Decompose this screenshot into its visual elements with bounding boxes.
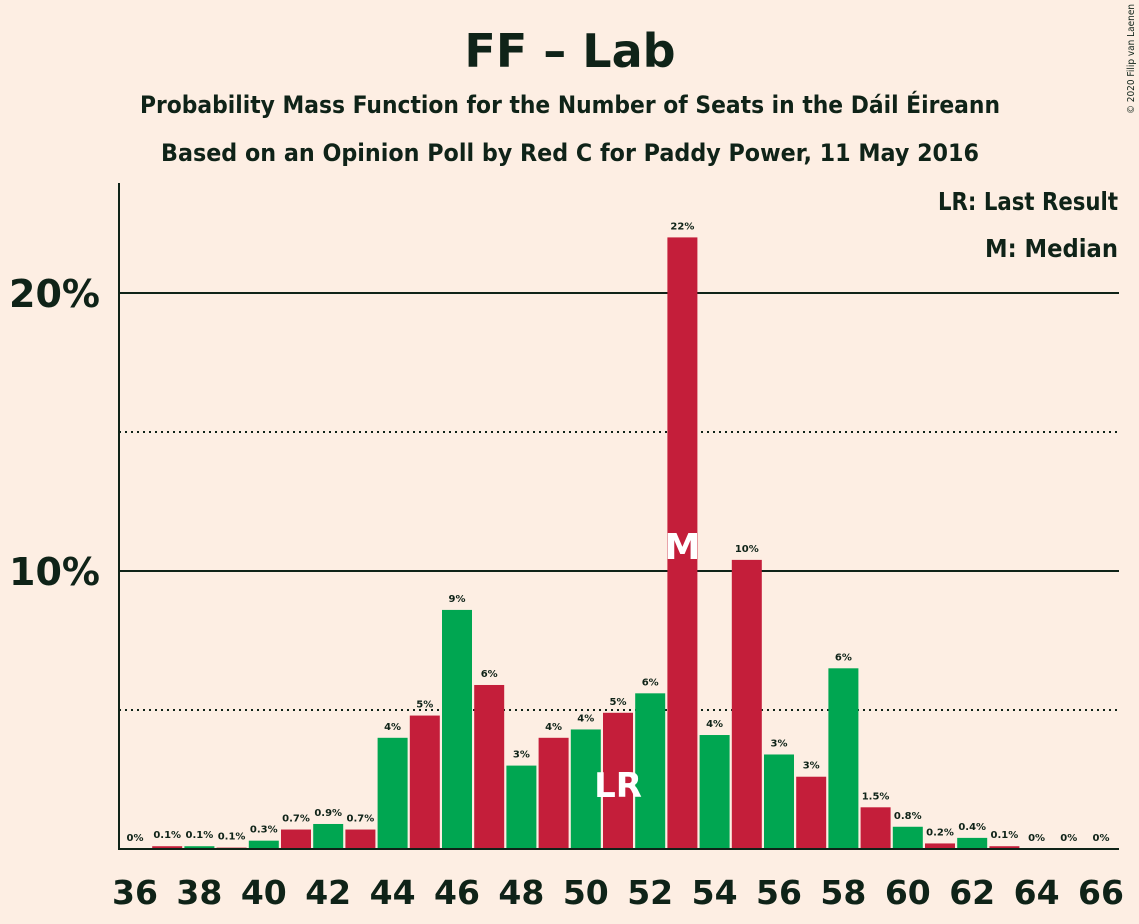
x-tick-label: 42 xyxy=(305,873,351,912)
last-result-marker: LR xyxy=(594,766,642,806)
x-tick-label: 62 xyxy=(949,873,995,912)
bar-seat-60 xyxy=(892,826,923,849)
bar-seat-52 xyxy=(635,693,666,849)
y-tick-label: 10% xyxy=(9,550,100,594)
bar-seat-38 xyxy=(184,846,215,849)
x-tick-label: 36 xyxy=(112,873,158,912)
bar-value-label: 0% xyxy=(1093,833,1110,844)
bar-value-label: 4% xyxy=(577,713,594,724)
bar-seat-58 xyxy=(828,668,859,849)
x-tick-label: 66 xyxy=(1078,873,1124,912)
x-tick-label: 56 xyxy=(756,873,802,912)
bar-value-label: 6% xyxy=(642,677,659,688)
x-tick-label: 40 xyxy=(241,873,287,912)
bar-seat-41 xyxy=(281,829,311,849)
bar-value-label: 4% xyxy=(545,722,562,733)
bar-value-label: 0.1% xyxy=(218,832,246,843)
bar-value-label: 0.1% xyxy=(186,830,214,841)
bar-seat-57 xyxy=(796,776,827,849)
bar-seat-63 xyxy=(989,846,1020,849)
bar-value-label: 1.5% xyxy=(862,791,890,802)
bar-seat-47 xyxy=(474,684,505,849)
bar-value-label: 5% xyxy=(416,700,433,711)
x-tick-label: 58 xyxy=(820,873,866,912)
gridlines xyxy=(119,292,1119,711)
legend-last-result: LR: Last Result xyxy=(938,187,1118,216)
x-tick-label: 44 xyxy=(370,873,416,912)
x-tick-label: 54 xyxy=(692,873,738,912)
y-axis-ticks: 10% 20% xyxy=(9,272,100,594)
x-tick-label: 50 xyxy=(563,873,609,912)
data-labels: 0% 0.1% 0.1% 0.1% 0.3% 0.7% 0.9% 0.7% 4% 5% 9% 6% 3%… xyxy=(127,221,1110,844)
bar-seat-62 xyxy=(957,837,988,849)
bar-seat-61 xyxy=(925,843,955,849)
bar-seat-44 xyxy=(377,737,408,849)
bar-value-label: 0.7% xyxy=(282,814,310,825)
bar-value-label: 0.1% xyxy=(153,830,181,841)
bar-value-label: 0.9% xyxy=(314,808,342,819)
bar-value-label: 6% xyxy=(835,652,852,663)
chart-subtitle-2: Based on an Opinion Poll by Red C for Pa… xyxy=(161,139,979,167)
bar-seat-37 xyxy=(152,846,183,849)
bar-value-label: 5% xyxy=(610,697,627,708)
x-tick-label: 64 xyxy=(1014,873,1060,912)
bar-value-label: 22% xyxy=(670,221,694,232)
copyright-note: © 2020 Filip van Laenen xyxy=(1126,4,1137,114)
bar-seat-59 xyxy=(860,807,891,849)
bar-seat-46 xyxy=(442,609,472,849)
bars xyxy=(152,237,1020,849)
bar-value-label: 3% xyxy=(771,738,788,749)
bar-value-label: 0% xyxy=(1028,833,1045,844)
chart-subtitle-1: Probability Mass Function for the Number… xyxy=(140,90,1000,119)
x-tick-label: 38 xyxy=(176,873,222,912)
bar-value-label: 0.1% xyxy=(991,830,1019,841)
bar-seat-53 xyxy=(667,237,698,849)
bar-value-label: 0% xyxy=(1060,833,1077,844)
bar-value-label: 0.8% xyxy=(894,811,922,822)
bar-seat-51 xyxy=(603,712,633,849)
bar-value-label: 0.7% xyxy=(347,814,375,825)
legend-median: M: Median xyxy=(985,234,1118,263)
y-tick-label: 20% xyxy=(9,272,100,316)
x-tick-label: 60 xyxy=(885,873,931,912)
bar-value-label: 0.2% xyxy=(926,827,954,838)
bar-seat-54 xyxy=(699,735,730,849)
bar-seat-55 xyxy=(731,559,762,849)
bar-value-label: 0.3% xyxy=(250,825,278,836)
x-tick-label: 46 xyxy=(434,873,480,912)
bar-value-label: 3% xyxy=(513,750,530,761)
bar-seat-48 xyxy=(506,765,537,849)
bar-seat-49 xyxy=(538,737,569,849)
bar-value-label: 4% xyxy=(706,719,723,730)
bar-seat-56 xyxy=(764,754,794,849)
x-tick-label: 48 xyxy=(498,873,544,912)
bar-seat-43 xyxy=(345,829,376,849)
bar-seat-40 xyxy=(248,840,279,849)
bar-seat-45 xyxy=(409,715,440,849)
x-axis-ticks: 36 38 40 42 44 46 48 50 52 54 56 58 60 62 64 66 xyxy=(112,873,1124,912)
bar-value-label: 4% xyxy=(384,722,401,733)
chart-title: FF – Lab xyxy=(464,24,675,78)
x-tick-label: 52 xyxy=(627,873,673,912)
bar-value-label: 10% xyxy=(735,544,759,555)
bar-seat-42 xyxy=(313,823,344,849)
bar-value-label: 0.4% xyxy=(958,822,986,833)
bar-value-label: 0% xyxy=(127,833,144,844)
bar-value-label: 3% xyxy=(803,761,820,772)
bar-value-label: 9% xyxy=(449,594,466,605)
bar-value-label: 6% xyxy=(481,669,498,680)
median-marker: M xyxy=(664,527,700,568)
bar-seat-50 xyxy=(570,729,601,849)
